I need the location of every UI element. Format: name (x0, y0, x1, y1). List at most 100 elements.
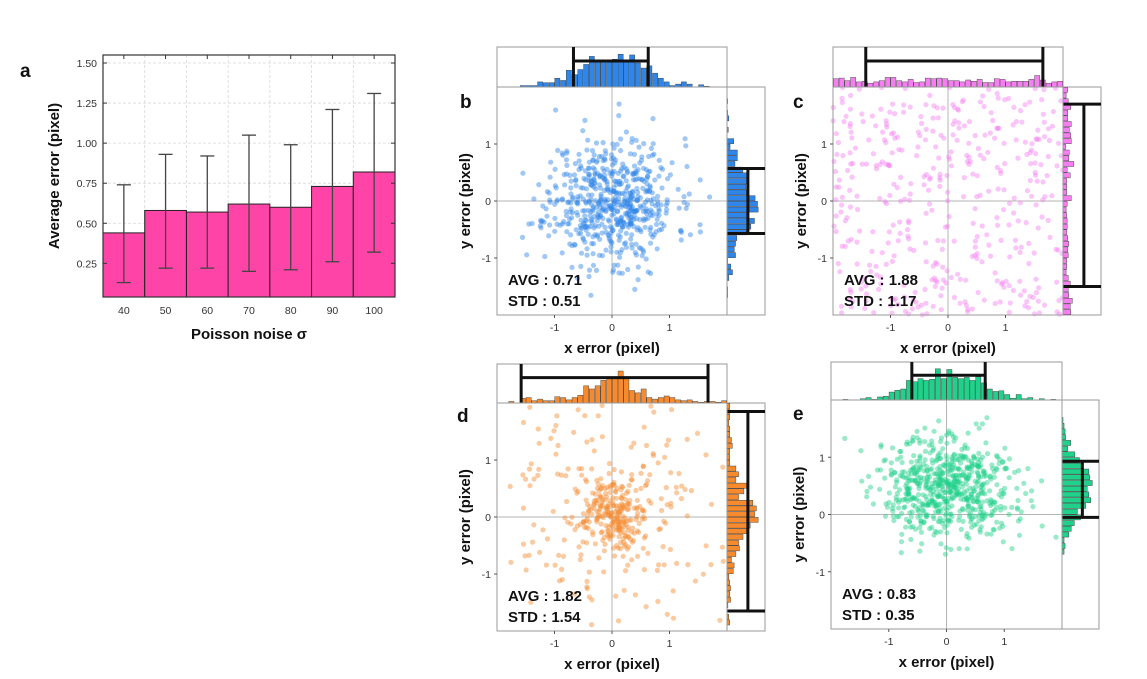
scatter-point (930, 513, 936, 519)
scatter-point (878, 281, 884, 287)
histogram-bar (1062, 229, 1067, 236)
scatter-point (629, 221, 635, 227)
scatter-point (591, 501, 597, 507)
scatter-point (990, 501, 996, 507)
scatter-point (663, 210, 669, 216)
scatter-point (890, 508, 896, 514)
scatter-point (839, 95, 845, 101)
scatter-point (614, 217, 620, 223)
scatter-point (663, 520, 669, 526)
scatter-point (969, 505, 975, 511)
scatter-point (1000, 459, 1006, 465)
scatter-point (591, 184, 597, 190)
scatter-point (968, 510, 974, 516)
scatter-point (697, 229, 704, 235)
scatter-point (891, 181, 897, 187)
histogram-bar (560, 397, 566, 404)
scatter-point (637, 217, 643, 223)
scatter-point (977, 474, 983, 480)
scatter-point (568, 200, 574, 206)
scatter-point (965, 457, 971, 463)
scatter-point (550, 508, 556, 514)
scatter-point (626, 517, 632, 524)
scatter-point (607, 205, 613, 211)
scatter-point (952, 478, 958, 484)
scatter-point (588, 506, 594, 512)
scatter-point (536, 466, 542, 472)
scatter-point (633, 216, 640, 222)
scatter-point (996, 492, 1002, 498)
scatter-point (590, 165, 596, 171)
scatter-point (969, 253, 975, 259)
scatter-point (613, 197, 619, 203)
scatter-point (569, 215, 575, 221)
scatter-point (601, 207, 607, 213)
x-tick-label: 100 (365, 305, 383, 317)
histogram-bar (1061, 463, 1083, 469)
scatter-point (595, 214, 601, 220)
scatter-point (935, 508, 942, 514)
std-label: STD : 1.54 (508, 609, 581, 626)
scatter-point (628, 202, 634, 208)
scatter-point (667, 546, 674, 553)
scatter-point (616, 521, 622, 527)
scatter-point (591, 498, 597, 504)
scatter-point (954, 137, 960, 143)
scatter-point (912, 526, 919, 532)
scatter-point (972, 206, 978, 212)
scatter-point (965, 476, 971, 482)
scatter-point (599, 253, 606, 259)
scatter-point (873, 166, 880, 172)
scatter-point (601, 187, 608, 194)
scatter-point (687, 232, 694, 238)
scatter-point (910, 298, 916, 304)
scatter-point (598, 503, 604, 509)
scatter-point (956, 472, 962, 478)
scatter-point (584, 252, 590, 258)
scatter-point (595, 212, 601, 218)
scatter-point (623, 534, 629, 540)
scatter-point (920, 501, 926, 508)
histogram-bar (1062, 183, 1067, 190)
histogram-bar (681, 81, 687, 88)
top-histogram-frame (832, 46, 1064, 88)
scatter-point (590, 157, 596, 163)
scatter-point (1028, 498, 1034, 504)
scatter-point (997, 456, 1003, 462)
scatter-point (626, 194, 632, 200)
scatter-point (1016, 468, 1022, 474)
histogram-bar (959, 81, 966, 88)
scatter-point (842, 243, 848, 249)
scatter-point (614, 512, 620, 518)
scatter-point (618, 136, 624, 142)
scatter-point (614, 516, 620, 522)
y-axis-title: Average error (pixel) (46, 103, 63, 249)
scatter-point (962, 299, 968, 305)
scatter-point (906, 486, 912, 492)
scatter-point (611, 188, 617, 194)
scatter-point (906, 519, 913, 525)
histogram-bar (917, 378, 924, 401)
scatter-point (621, 543, 628, 549)
scatter-point (546, 233, 552, 239)
scatter-point (659, 185, 665, 191)
scatter-point (964, 531, 970, 537)
scatter-point (596, 488, 603, 494)
scatter-point (615, 262, 621, 268)
scatter-point (620, 202, 626, 208)
scatter-point (592, 180, 598, 186)
scatter-point (929, 277, 935, 283)
scatter-point (980, 481, 987, 487)
scatter-point (638, 157, 645, 163)
y-range-marker (1063, 102, 1101, 288)
scatter-point (847, 287, 853, 293)
scatter-point (947, 489, 953, 495)
scatter-point (962, 445, 968, 451)
scatter-point (577, 521, 584, 528)
histogram-bar (1062, 292, 1069, 298)
scatter-point (949, 481, 955, 487)
scatter-point (539, 218, 546, 224)
scatter-point (998, 494, 1005, 500)
scatter-point (627, 536, 634, 543)
scatter-point (1027, 177, 1033, 184)
